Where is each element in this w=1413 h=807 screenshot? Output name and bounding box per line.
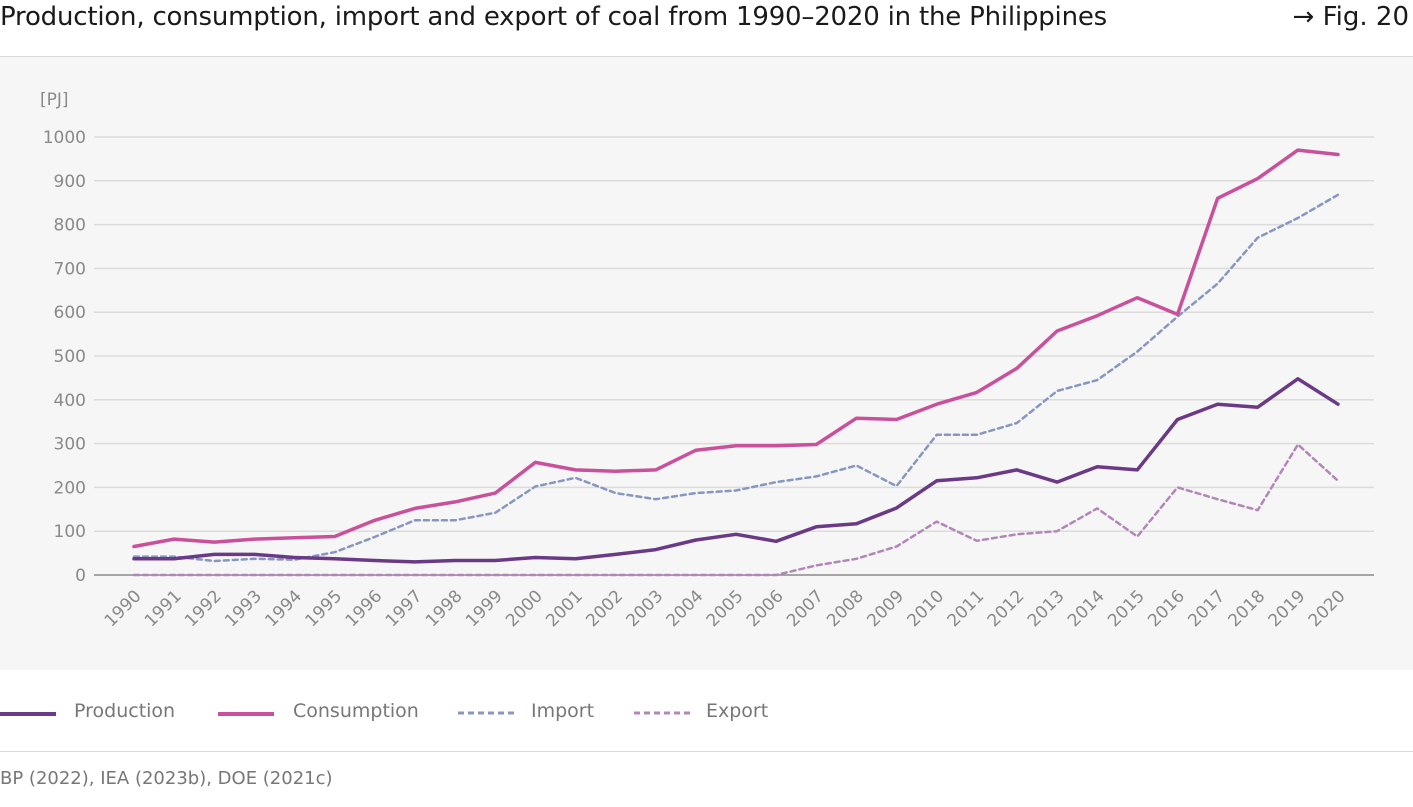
x-tick-label-2009: 2009 <box>863 586 908 631</box>
x-tick-label-1994: 1994 <box>261 586 306 631</box>
legend-swatch-production <box>0 712 56 716</box>
legend-label-export: Export <box>706 700 769 722</box>
x-tick-label-2016: 2016 <box>1144 586 1189 631</box>
series-line-consumption <box>132 148 1340 549</box>
x-tick-label-1999: 1999 <box>462 586 507 631</box>
x-tick-label-1998: 1998 <box>422 586 467 631</box>
series-lines <box>132 148 1340 577</box>
series-line-export <box>132 443 1340 577</box>
series-line-import <box>132 193 1340 563</box>
x-tick-label-1995: 1995 <box>301 586 346 631</box>
x-tick-label-1996: 1996 <box>342 586 387 631</box>
x-tick-label-2010: 2010 <box>903 586 948 631</box>
series-line-production <box>132 377 1340 564</box>
figure-reference: → Fig. 20 <box>1292 2 1409 32</box>
y-tick-label-500: 500 <box>54 347 86 367</box>
x-tick-label-2007: 2007 <box>783 586 828 631</box>
legend-label-import: Import <box>531 700 595 722</box>
x-tick-label-2018: 2018 <box>1225 586 1270 631</box>
x-tick-label-2008: 2008 <box>823 586 868 631</box>
legend-swatch-consumption <box>218 712 274 716</box>
y-tick-labels: 0 100 200 300 400 500 600 700 800 900 1000 <box>43 128 86 586</box>
y-tick-label-0: 0 <box>75 566 86 586</box>
y-tick-label-900: 900 <box>54 172 86 192</box>
x-tick-label-1992: 1992 <box>181 586 226 631</box>
y-tick-label-600: 600 <box>54 303 86 323</box>
y-tick-label-300: 300 <box>54 435 86 455</box>
x-tick-label-2012: 2012 <box>984 586 1029 631</box>
legend-label-consumption: Consumption <box>293 700 419 722</box>
source-note: BP (2022), IEA (2023b), DOE (2021c) <box>0 768 333 789</box>
legend-label-production: Production <box>74 700 176 722</box>
x-tick-labels: 1990199119921993199419951996199719981999… <box>101 586 1350 631</box>
x-tick-label-2003: 2003 <box>623 586 668 631</box>
y-unit-label: [PJ] <box>40 90 69 110</box>
legend-item-consumption: Consumption <box>218 698 438 728</box>
chart-area: [PJ] 0 100 200 300 400 500 600 700 800 900 1000 19… <box>0 57 1413 670</box>
x-tick-label-1991: 1991 <box>141 586 186 631</box>
x-tick-label-2004: 2004 <box>663 586 708 631</box>
x-tick-label-2015: 2015 <box>1104 586 1149 631</box>
x-tick-label-2006: 2006 <box>743 586 788 631</box>
y-tick-label-800: 800 <box>54 216 86 236</box>
y-tick-label-1000: 1000 <box>43 128 86 148</box>
line-chart: [PJ] 0 100 200 300 400 500 600 700 800 900 1000 19… <box>40 90 1374 631</box>
x-tick-label-2020: 2020 <box>1305 586 1350 631</box>
source-divider <box>0 751 1413 752</box>
legend-item-import: Import <box>458 698 618 728</box>
legend-swatch-export <box>634 711 690 715</box>
x-tick-label-1997: 1997 <box>382 586 427 631</box>
x-tick-label-2005: 2005 <box>703 586 748 631</box>
x-tick-label-2000: 2000 <box>502 586 547 631</box>
legend-item-production: Production <box>0 698 200 728</box>
gridlines <box>94 136 1374 576</box>
y-tick-label-100: 100 <box>54 522 86 542</box>
x-tick-label-2014: 2014 <box>1064 586 1109 631</box>
x-tick-label-2017: 2017 <box>1184 586 1229 631</box>
y-tick-label-700: 700 <box>54 259 86 279</box>
x-tick-label-2002: 2002 <box>582 586 627 631</box>
chart-title: Production, consumption, import and expo… <box>0 2 1108 32</box>
x-tick-label-2011: 2011 <box>944 586 989 631</box>
legend-item-export: Export <box>634 698 794 728</box>
legend-swatch-import <box>458 711 514 715</box>
y-tick-label-200: 200 <box>54 478 86 498</box>
x-tick-label-2001: 2001 <box>542 586 587 631</box>
x-tick-label-1990: 1990 <box>101 586 146 631</box>
x-tick-label-1993: 1993 <box>221 586 266 631</box>
x-tick-label-2013: 2013 <box>1024 586 1069 631</box>
x-tick-label-2019: 2019 <box>1265 586 1310 631</box>
y-tick-label-400: 400 <box>54 391 86 411</box>
legend: Production Consumption Import Export <box>0 698 1413 728</box>
title-bar: Production, consumption, import and expo… <box>0 0 1413 57</box>
